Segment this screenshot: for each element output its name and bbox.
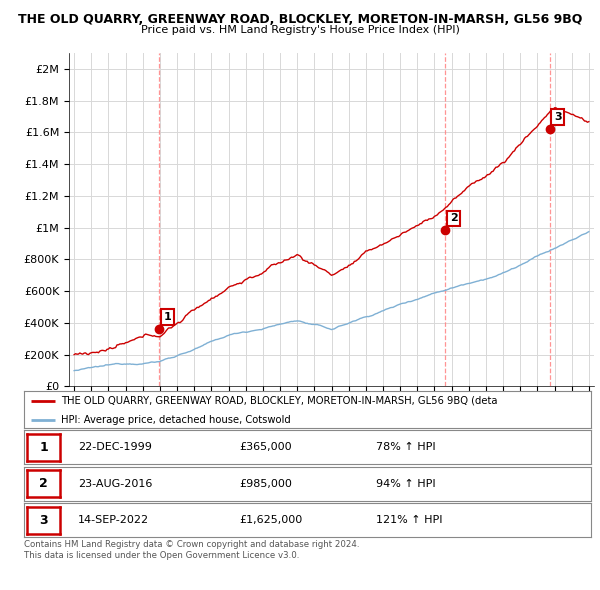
Text: 1: 1: [39, 441, 48, 454]
Text: 78% ↑ HPI: 78% ↑ HPI: [376, 442, 435, 452]
Text: 14-SEP-2022: 14-SEP-2022: [78, 516, 149, 525]
Text: £985,000: £985,000: [239, 479, 292, 489]
Text: 23-AUG-2016: 23-AUG-2016: [78, 479, 152, 489]
Text: £365,000: £365,000: [239, 442, 292, 452]
Text: Price paid vs. HM Land Registry's House Price Index (HPI): Price paid vs. HM Land Registry's House …: [140, 25, 460, 35]
Text: 121% ↑ HPI: 121% ↑ HPI: [376, 516, 442, 525]
Text: 1: 1: [164, 312, 172, 322]
Text: 3: 3: [554, 112, 562, 122]
Text: HPI: Average price, detached house, Cotswold: HPI: Average price, detached house, Cots…: [61, 415, 290, 425]
Text: Contains HM Land Registry data © Crown copyright and database right 2024.
This d: Contains HM Land Registry data © Crown c…: [24, 540, 359, 560]
Text: 2: 2: [450, 214, 457, 224]
Text: 2: 2: [39, 477, 48, 490]
Text: 3: 3: [39, 514, 48, 527]
Text: 22-DEC-1999: 22-DEC-1999: [78, 442, 152, 452]
Text: THE OLD QUARRY, GREENWAY ROAD, BLOCKLEY, MORETON-IN-MARSH, GL56 9BQ (deta: THE OLD QUARRY, GREENWAY ROAD, BLOCKLEY,…: [61, 396, 497, 405]
Text: THE OLD QUARRY, GREENWAY ROAD, BLOCKLEY, MORETON-IN-MARSH, GL56 9BQ: THE OLD QUARRY, GREENWAY ROAD, BLOCKLEY,…: [18, 13, 582, 26]
Text: £1,625,000: £1,625,000: [239, 516, 303, 525]
Text: 94% ↑ HPI: 94% ↑ HPI: [376, 479, 435, 489]
